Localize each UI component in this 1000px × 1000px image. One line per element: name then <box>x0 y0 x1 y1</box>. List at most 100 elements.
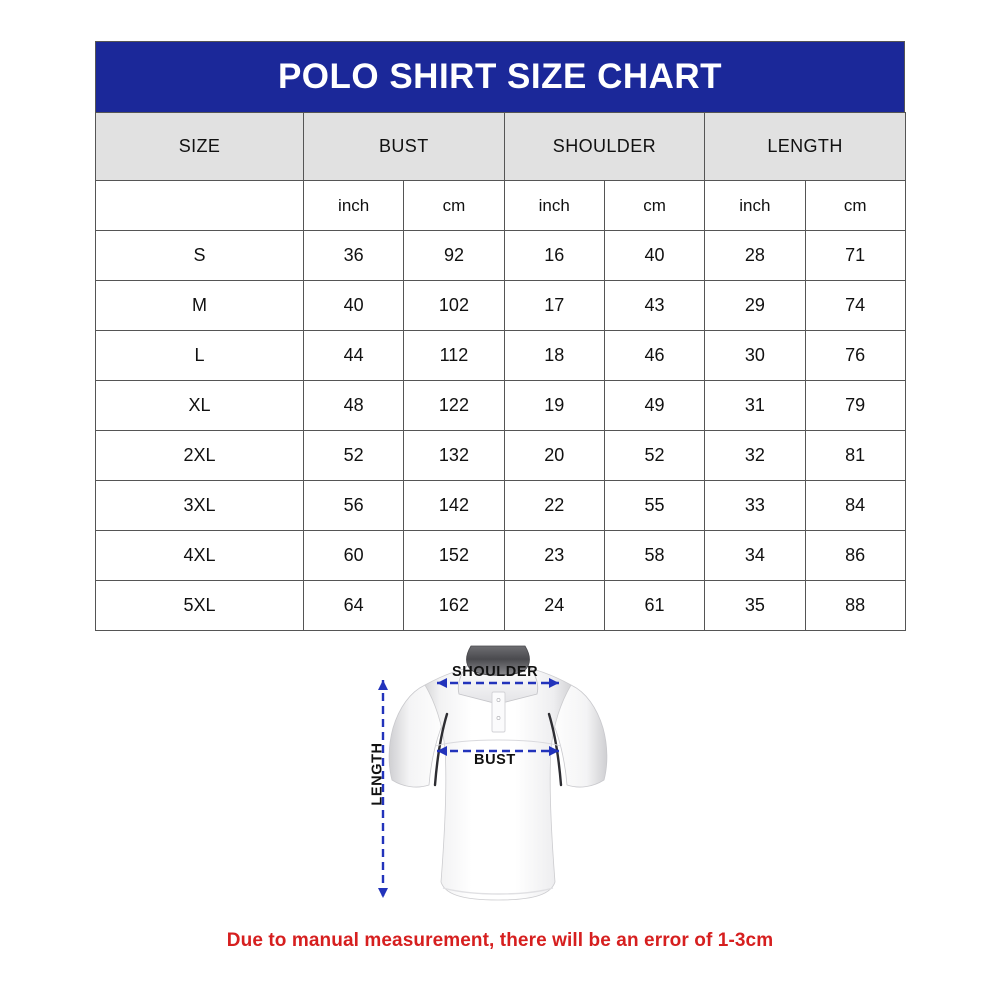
group-header-size: SIZE <box>95 112 304 181</box>
cell-size: 5XL <box>95 580 304 631</box>
cell-length-cm: 88 <box>804 580 906 631</box>
cell-length-cm: 86 <box>804 530 906 581</box>
cell-bust-inch: 44 <box>302 330 405 381</box>
cell-size: 3XL <box>95 480 304 531</box>
length-label: LENGTH <box>369 742 386 806</box>
cell-bust-inch: 40 <box>302 280 405 331</box>
cell-shoulder-cm: 49 <box>603 380 706 431</box>
unit-shoulder-cm: cm <box>603 180 706 231</box>
cell-bust-inch: 64 <box>302 580 405 631</box>
placket-button-top <box>496 698 501 702</box>
cell-shoulder-inch: 16 <box>503 230 605 281</box>
table-group-header-row: SIZE BUST SHOULDER LENGTH <box>95 112 906 181</box>
unit-bust-inch: inch <box>302 180 405 231</box>
cell-length-cm: 71 <box>804 230 906 281</box>
shoulder-arrow-left <box>437 678 447 688</box>
left-armpit-shadow <box>433 712 449 787</box>
unit-length-inch: inch <box>704 180 806 231</box>
table-row: S 36 92 16 40 28 71 <box>95 230 906 281</box>
unit-length-cm: cm <box>804 180 906 231</box>
cell-size: XL <box>95 380 304 431</box>
cell-shoulder-inch: 20 <box>503 430 605 481</box>
shoulder-label: SHOULDER <box>452 664 539 680</box>
cell-length-cm: 84 <box>804 480 906 531</box>
cell-shoulder-inch: 23 <box>503 530 605 581</box>
cell-bust-cm: 112 <box>403 330 505 381</box>
cell-length-inch: 34 <box>704 530 806 581</box>
cell-bust-cm: 122 <box>403 380 505 431</box>
cell-bust-cm: 92 <box>403 230 505 281</box>
cell-shoulder-cm: 61 <box>603 580 706 631</box>
cell-shoulder-cm: 43 <box>603 280 706 331</box>
cell-shoulder-cm: 58 <box>603 530 706 581</box>
cell-shoulder-cm: 46 <box>603 330 706 381</box>
left-sleeve <box>388 684 448 788</box>
cell-length-cm: 76 <box>804 330 906 381</box>
chest-seam <box>434 739 562 747</box>
cell-bust-inch: 48 <box>302 380 405 431</box>
size-chart-table: SIZE BUST SHOULDER LENGTH inch cm inch c… <box>95 112 906 631</box>
cell-bust-cm: 152 <box>403 530 505 581</box>
measurement-disclaimer: Due to manual measurement, there will be… <box>226 930 774 951</box>
cell-bust-cm: 132 <box>403 430 505 481</box>
cell-bust-inch: 36 <box>302 230 405 281</box>
cell-bust-inch: 52 <box>302 430 405 481</box>
right-sleeve <box>548 684 608 788</box>
cell-shoulder-cm: 55 <box>603 480 706 531</box>
measurement-diagram: SHOULDER BUST LENGTH <box>355 630 645 930</box>
bottom-hem <box>442 887 554 895</box>
polo-shirt-illustration <box>378 645 608 901</box>
bust-arrow-left <box>437 746 447 756</box>
cell-length-inch: 28 <box>704 230 806 281</box>
group-header-length: LENGTH <box>704 112 906 181</box>
cell-shoulder-inch: 24 <box>503 580 605 631</box>
cell-length-cm: 74 <box>804 280 906 331</box>
table-unit-row: inch cm inch cm inch cm <box>95 180 906 231</box>
table-row: 2XL 52 132 20 52 32 81 <box>95 430 906 481</box>
cell-length-inch: 33 <box>704 480 806 531</box>
cell-size: L <box>95 330 304 381</box>
cell-size: S <box>95 230 304 281</box>
cell-size: 4XL <box>95 530 304 581</box>
group-header-shoulder: SHOULDER <box>503 112 706 181</box>
table-row: M 40 102 17 43 29 74 <box>95 280 906 331</box>
cell-shoulder-cm: 52 <box>603 430 706 481</box>
cell-shoulder-cm: 40 <box>603 230 706 281</box>
table-row: 3XL 56 142 22 55 33 84 <box>95 480 906 531</box>
cell-length-inch: 32 <box>704 430 806 481</box>
cell-bust-cm: 102 <box>403 280 505 331</box>
bust-label: BUST <box>474 752 516 768</box>
collar-inner <box>466 645 530 676</box>
bust-arrow-right <box>549 746 559 756</box>
unit-blank <box>95 180 304 231</box>
cell-length-inch: 29 <box>704 280 806 331</box>
cell-length-cm: 79 <box>804 380 906 431</box>
cell-length-inch: 30 <box>704 330 806 381</box>
placket-button-bottom <box>496 716 501 720</box>
cell-shoulder-inch: 17 <box>503 280 605 331</box>
group-header-bust: BUST <box>303 112 505 181</box>
cell-shoulder-inch: 19 <box>503 380 605 431</box>
table-row: XL 48 122 19 49 31 79 <box>95 380 906 431</box>
shoulder-arrow-right <box>549 678 559 688</box>
cell-shoulder-inch: 18 <box>503 330 605 381</box>
right-armpit-shadow <box>547 712 563 787</box>
table-row: 4XL 60 152 23 58 34 86 <box>95 530 906 581</box>
shirt-body <box>424 664 572 901</box>
unit-bust-cm: cm <box>403 180 505 231</box>
cell-bust-inch: 56 <box>302 480 405 531</box>
table-row: 5XL 64 162 24 61 35 88 <box>95 580 906 631</box>
cell-bust-cm: 142 <box>403 480 505 531</box>
table-row: L 44 112 18 46 30 76 <box>95 330 906 381</box>
unit-shoulder-inch: inch <box>503 180 605 231</box>
chart-title: POLO SHIRT SIZE CHART <box>95 41 905 112</box>
length-arrow-top <box>378 680 388 690</box>
cell-length-inch: 35 <box>704 580 806 631</box>
button-placket <box>491 691 506 733</box>
cell-size: 2XL <box>95 430 304 481</box>
cell-bust-cm: 162 <box>403 580 505 631</box>
cell-length-inch: 31 <box>704 380 806 431</box>
collar-wings <box>457 665 539 705</box>
cell-size: M <box>95 280 304 331</box>
cell-length-cm: 81 <box>804 430 906 481</box>
